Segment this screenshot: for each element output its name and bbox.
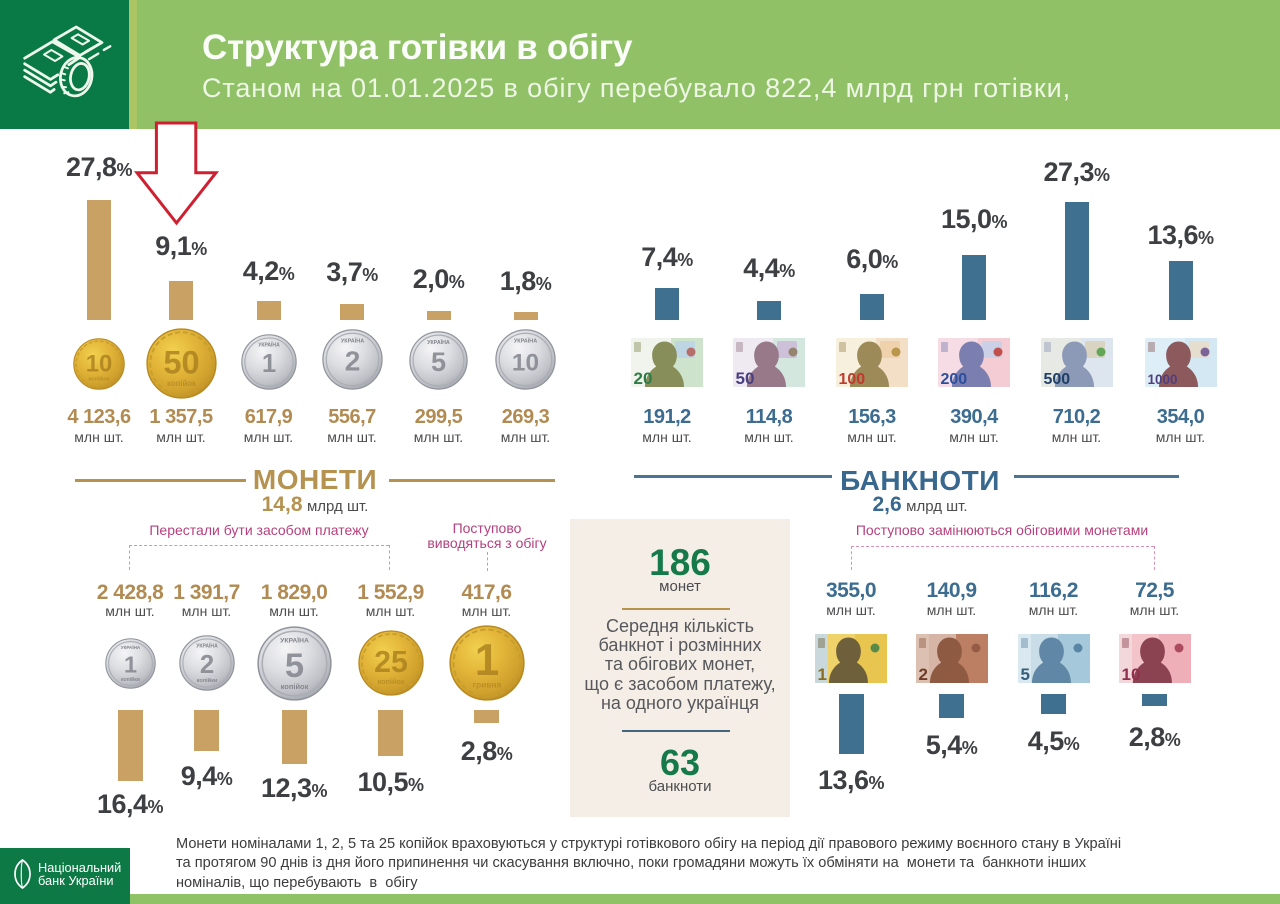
svg-text:50: 50 <box>736 369 755 387</box>
svg-text:1: 1 <box>123 651 136 677</box>
svg-text:УКРАЇНА: УКРАЇНА <box>514 337 537 344</box>
svg-text:100: 100 <box>839 371 866 387</box>
svg-text:200: 200 <box>941 371 968 387</box>
svg-text:1000: 1000 <box>1147 372 1177 387</box>
svg-text:УКРАЇНА: УКРАЇНА <box>340 337 363 344</box>
svg-text:гривня: гривня <box>472 679 501 689</box>
svg-text:5: 5 <box>1020 665 1029 683</box>
svg-text:УКРАЇНА: УКРАЇНА <box>280 636 309 644</box>
svg-text:20: 20 <box>634 369 653 387</box>
svg-text:500: 500 <box>1043 371 1070 387</box>
svg-text:УКРАЇНА: УКРАЇНА <box>427 339 450 346</box>
svg-text:10: 10 <box>86 350 113 377</box>
svg-text:50: 50 <box>163 343 199 380</box>
svg-text:5: 5 <box>284 647 303 685</box>
svg-text:5: 5 <box>431 346 446 377</box>
svg-text:УКРАЇНА: УКРАЇНА <box>258 341 280 348</box>
svg-text:25: 25 <box>374 646 408 679</box>
svg-text:10: 10 <box>1121 665 1140 683</box>
svg-text:копійок: копійок <box>167 379 196 388</box>
svg-text:2: 2 <box>918 665 927 683</box>
svg-text:копійки: копійки <box>196 677 217 684</box>
svg-text:1: 1 <box>474 636 499 685</box>
svg-text:2: 2 <box>199 651 213 679</box>
svg-text:1: 1 <box>818 665 827 683</box>
svg-text:УКРАЇНА: УКРАЇНА <box>196 642 218 649</box>
svg-text:1: 1 <box>261 350 275 378</box>
svg-text:2: 2 <box>344 345 360 376</box>
svg-text:копійок: копійок <box>88 376 109 383</box>
svg-text:копійок: копійок <box>280 682 308 691</box>
svg-text:копійок: копійок <box>377 677 404 686</box>
svg-text:10: 10 <box>512 349 539 376</box>
svg-text:УКРАЇНА: УКРАЇНА <box>120 644 140 650</box>
svg-text:копійки: копійки <box>121 675 140 682</box>
